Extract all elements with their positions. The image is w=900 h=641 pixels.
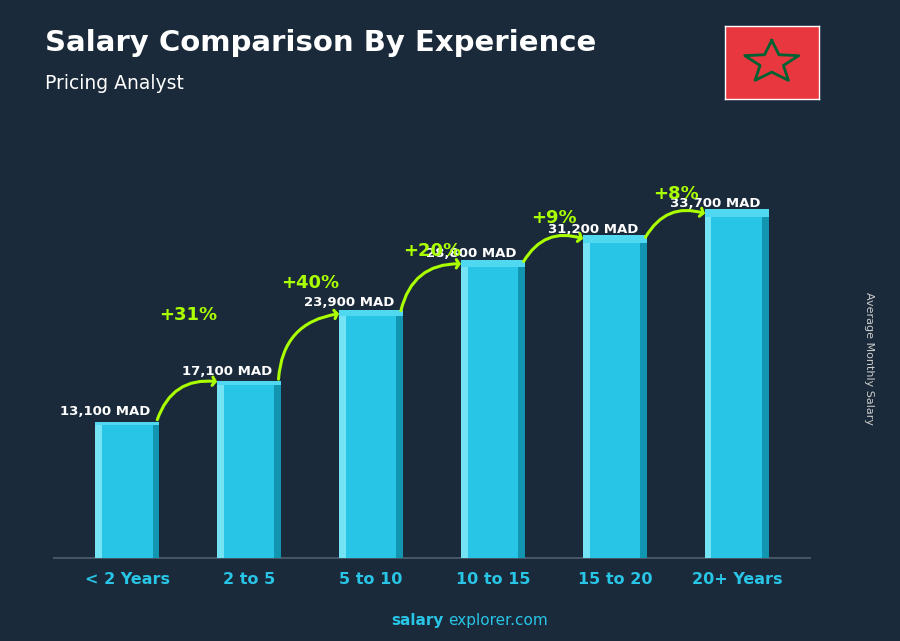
Polygon shape <box>705 209 769 217</box>
FancyBboxPatch shape <box>583 243 646 558</box>
Text: +40%: +40% <box>281 274 339 292</box>
Text: 23,900 MAD: 23,900 MAD <box>304 296 394 310</box>
Text: salary: salary <box>392 613 444 628</box>
FancyBboxPatch shape <box>274 385 281 558</box>
FancyBboxPatch shape <box>218 385 281 558</box>
Polygon shape <box>462 260 525 267</box>
FancyBboxPatch shape <box>152 426 159 558</box>
FancyBboxPatch shape <box>583 243 590 558</box>
Text: Salary Comparison By Experience: Salary Comparison By Experience <box>45 29 596 57</box>
Polygon shape <box>583 235 646 243</box>
Text: 13,100 MAD: 13,100 MAD <box>60 405 150 419</box>
FancyBboxPatch shape <box>462 267 468 558</box>
Text: +9%: +9% <box>531 210 577 228</box>
Text: explorer.com: explorer.com <box>448 613 548 628</box>
Polygon shape <box>339 310 402 317</box>
Text: 28,800 MAD: 28,800 MAD <box>426 247 517 260</box>
Text: 17,100 MAD: 17,100 MAD <box>182 365 273 378</box>
Text: +8%: +8% <box>653 185 698 203</box>
Polygon shape <box>218 381 281 385</box>
FancyBboxPatch shape <box>396 317 402 558</box>
FancyBboxPatch shape <box>462 267 525 558</box>
Text: Average Monthly Salary: Average Monthly Salary <box>863 292 874 426</box>
Text: 33,700 MAD: 33,700 MAD <box>670 197 760 210</box>
Text: Pricing Analyst: Pricing Analyst <box>45 74 184 93</box>
FancyBboxPatch shape <box>705 217 712 558</box>
Text: 31,200 MAD: 31,200 MAD <box>548 222 638 236</box>
FancyBboxPatch shape <box>705 217 769 558</box>
Text: +31%: +31% <box>159 306 217 324</box>
FancyBboxPatch shape <box>762 217 769 558</box>
FancyBboxPatch shape <box>339 317 402 558</box>
Polygon shape <box>95 422 159 426</box>
FancyBboxPatch shape <box>95 426 159 558</box>
FancyBboxPatch shape <box>640 243 646 558</box>
Text: +20%: +20% <box>403 242 461 260</box>
FancyBboxPatch shape <box>518 267 525 558</box>
FancyBboxPatch shape <box>339 317 346 558</box>
FancyBboxPatch shape <box>218 385 224 558</box>
FancyBboxPatch shape <box>95 426 102 558</box>
